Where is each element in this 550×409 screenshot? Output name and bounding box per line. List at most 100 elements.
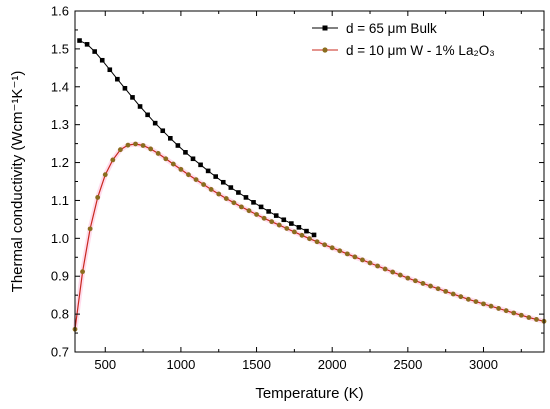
series-bulk-point [281, 217, 287, 223]
series-la2o3-point [276, 222, 282, 228]
series-la2o3-point [337, 248, 343, 254]
series-bulk-point [228, 185, 234, 190]
series-bulk-point [304, 228, 309, 234]
series-la2o3-point [163, 156, 169, 162]
series-bulk-point [168, 136, 173, 141]
series-la2o3-point [435, 286, 441, 292]
series-bulk-point [213, 174, 218, 179]
series-bulk-point [84, 42, 90, 47]
series-la2o3-point [322, 242, 328, 248]
series-la2o3-point [405, 275, 411, 281]
series-la2o3-point [314, 239, 320, 245]
series-bulk-point [175, 143, 181, 148]
y-tick-label: 1.3 [51, 117, 69, 132]
series-la2o3-point [155, 151, 161, 156]
y-tick-label: 1.2 [51, 155, 69, 170]
series-la2o3-point [481, 301, 486, 307]
series-la2o3-point [360, 257, 365, 263]
series-la2o3-point [261, 215, 267, 221]
series-la2o3-point [140, 143, 146, 148]
series-la2o3-point [450, 291, 456, 297]
y-axis-title: Thermal conductivity (Wcm⁻¹K⁻¹) [9, 71, 26, 293]
y-tick-label: 1.0 [51, 231, 69, 246]
series-la2o3-point [208, 187, 214, 192]
series-bulk-point [92, 49, 97, 54]
plot-markers [72, 38, 547, 332]
series-bulk-point [190, 156, 196, 162]
series-la2o3-point [503, 308, 509, 314]
series-la2o3-point [133, 141, 138, 147]
y-tick-labels: 0.7 0.8 0.9 1.0 1.1 1.2 1.3 1.4 1.5 1.6 [51, 4, 69, 360]
series-la2o3-point [307, 236, 312, 242]
series-la2o3-point [117, 147, 123, 153]
series-la2o3-point [375, 263, 380, 269]
series-bulk-point [99, 57, 105, 63]
series-la2o3-point [397, 272, 403, 278]
y-tick-label: 0.7 [51, 345, 69, 360]
x-tick-label: 500 [94, 357, 116, 372]
series-la2o3-point [170, 161, 176, 167]
series-la2o3-point [413, 278, 418, 284]
series-bulk-point [122, 85, 128, 91]
series-la2o3-point [382, 266, 388, 272]
series-bulk-point [145, 112, 150, 118]
series-bulk-point [115, 76, 120, 82]
series-la2o3-point [193, 177, 199, 183]
series-la2o3-point [458, 294, 464, 300]
series-bulk-point [137, 104, 143, 109]
series-la2o3-point [201, 182, 206, 187]
series-bulk-point [258, 204, 264, 210]
series-la2o3-point [329, 245, 335, 251]
series-la2o3-point [428, 283, 433, 289]
x-tick-label: 2000 [318, 357, 347, 372]
series-bulk-point [273, 213, 279, 218]
series-bulk-point [243, 195, 249, 200]
series-la2o3-point [443, 288, 449, 294]
x-tick-label: 2500 [393, 357, 422, 372]
series-la2o3-point [87, 226, 93, 232]
series-la2o3-point [186, 172, 191, 178]
x-tick-label: 1500 [242, 357, 271, 372]
series-la2o3-point [367, 260, 373, 266]
x-tick-labels: 500 1000 1500 2000 2500 3000 [94, 357, 498, 372]
series-la2o3-point [80, 269, 85, 275]
series-la2o3-point [284, 226, 290, 231]
series-la2o3-point [148, 146, 154, 152]
y-tick-label: 1.4 [51, 79, 69, 94]
series-bulk-point [236, 190, 241, 195]
series-la2o3-point [125, 142, 131, 148]
series-la2o3-point [291, 229, 297, 235]
series-la2o3-point [496, 306, 502, 311]
series-la2o3-point [526, 315, 532, 320]
series-la2o3-point [239, 204, 244, 210]
series-la2o3-point [110, 157, 116, 163]
series-la2o3-point [299, 232, 305, 238]
series-bulk-point [130, 95, 135, 100]
series-bulk-point [183, 150, 188, 155]
x-tick-label: 1000 [166, 357, 195, 372]
series-bulk-point [266, 209, 271, 214]
series-la2o3-point [246, 208, 252, 214]
series-bulk-point [311, 232, 317, 238]
legend: d = 65 μm Bulk d = 10 μm W - 1% La₂O₃ [312, 21, 495, 58]
y-tick-label: 1.5 [51, 41, 69, 56]
series-bulk-point [220, 179, 226, 185]
x-axis-title: Temperature (K) [255, 385, 363, 402]
legend-label-la2o3: d = 10 μm W - 1% La₂O₃ [346, 43, 495, 58]
series-la2o3-point [390, 269, 396, 275]
series-la2o3-point [254, 212, 259, 217]
legend-label-bulk: d = 65 μm Bulk [346, 21, 437, 36]
series-bulk-line [79, 40, 315, 236]
series-bulk-point [289, 221, 294, 226]
series-bulk-point [77, 38, 82, 43]
series-la2o3-point [511, 310, 517, 316]
series-la2o3-point [269, 219, 275, 225]
series-la2o3-point [518, 312, 524, 318]
series-bulk-point [205, 168, 211, 174]
series-la2o3-point [465, 296, 471, 302]
series-bulk-point [198, 162, 203, 168]
series-la2o3-point [352, 254, 358, 260]
series-la2o3-point [488, 303, 494, 309]
y-tick-label: 1.1 [51, 193, 69, 208]
